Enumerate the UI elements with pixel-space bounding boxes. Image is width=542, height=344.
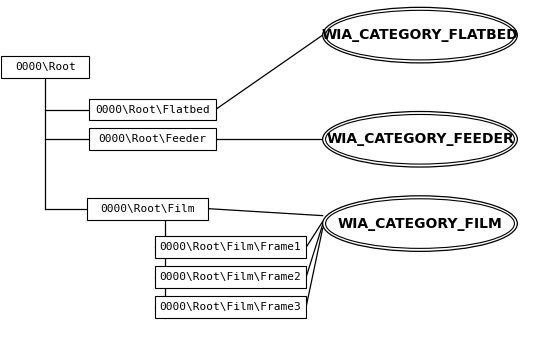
Ellipse shape bbox=[326, 10, 514, 60]
Ellipse shape bbox=[322, 196, 518, 251]
Text: WIA_CATEGORY_FEEDER: WIA_CATEGORY_FEEDER bbox=[326, 132, 514, 146]
Text: WIA_CATEGORY_FILM: WIA_CATEGORY_FILM bbox=[338, 217, 502, 230]
Text: 0000\Root: 0000\Root bbox=[15, 62, 75, 72]
Ellipse shape bbox=[322, 7, 518, 63]
Ellipse shape bbox=[326, 199, 514, 248]
Text: WIA_CATEGORY_FLATBED: WIA_CATEGORY_FLATBED bbox=[321, 28, 518, 42]
Text: 0000\Root\Film\Frame3: 0000\Root\Film\Frame3 bbox=[159, 302, 301, 312]
FancyBboxPatch shape bbox=[87, 198, 208, 219]
Text: 0000\Root\Flatbed: 0000\Root\Flatbed bbox=[95, 105, 210, 115]
FancyBboxPatch shape bbox=[89, 99, 216, 120]
FancyBboxPatch shape bbox=[154, 236, 306, 258]
FancyBboxPatch shape bbox=[154, 296, 306, 318]
FancyBboxPatch shape bbox=[2, 56, 89, 78]
Ellipse shape bbox=[326, 115, 514, 164]
FancyBboxPatch shape bbox=[154, 266, 306, 288]
Text: 0000\Root\Film\Frame2: 0000\Root\Film\Frame2 bbox=[159, 272, 301, 282]
Ellipse shape bbox=[322, 111, 518, 167]
Text: 0000\Root\Film\Frame1: 0000\Root\Film\Frame1 bbox=[159, 243, 301, 252]
Text: 0000\Root\Film: 0000\Root\Film bbox=[100, 204, 195, 214]
Text: 0000\Root\Feeder: 0000\Root\Feeder bbox=[98, 134, 207, 144]
FancyBboxPatch shape bbox=[89, 128, 216, 150]
